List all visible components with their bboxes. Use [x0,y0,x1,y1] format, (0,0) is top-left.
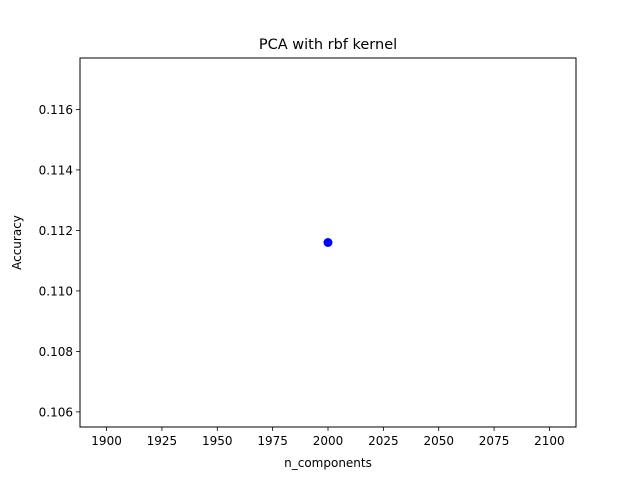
x-tick-label: 2100 [534,434,565,448]
x-tick-label: 1950 [202,434,233,448]
data-points [323,238,333,247]
y-tick-label: 0.114 [39,163,73,177]
data-point [323,238,333,247]
x-tick-label: 1900 [91,434,122,448]
y-tick-label: 0.116 [39,103,73,117]
y-tick-label: 0.112 [39,224,73,238]
x-tick-label: 2075 [479,434,510,448]
x-axis-ticks: 1900 1925 1950 1975 2000 2025 2050 2075 2100 [91,427,565,448]
x-axis-label: n_components [284,456,372,470]
y-axis-ticks: 0.106 0.108 0.110 0.112 0.114 0.116 [39,103,80,419]
x-tick-label: 1925 [147,434,178,448]
plot-frame [79,57,577,428]
x-tick-label: 2025 [368,434,399,448]
x-tick-label: 2000 [313,434,344,448]
y-tick-label: 0.106 [39,405,73,419]
x-tick-label: 2050 [423,434,454,448]
y-axis-label: Accuracy [10,215,24,270]
y-tick-label: 0.110 [39,284,73,298]
y-tick-label: 0.108 [39,345,73,359]
x-tick-label: 1975 [257,434,288,448]
chart-title: PCA with rbf kernel [259,37,397,53]
